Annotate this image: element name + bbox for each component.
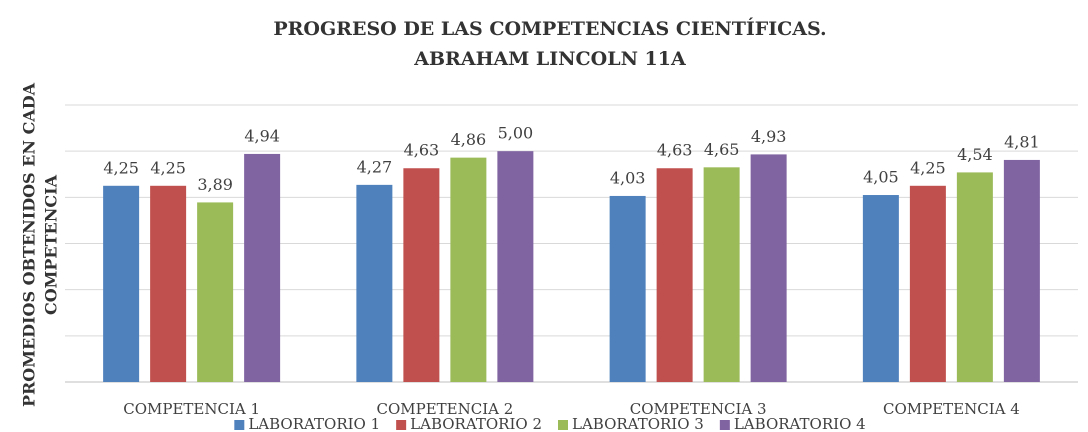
bar xyxy=(956,172,993,382)
data-label: 4,93 xyxy=(751,127,787,146)
bar xyxy=(656,168,693,382)
chart-title: PROGRESO DE LAS COMPETENCIAS CIENTÍFICAS… xyxy=(273,17,826,40)
data-label: 4,25 xyxy=(150,158,186,177)
legend-label: LABORATORIO 1 xyxy=(248,415,380,432)
legend-swatch xyxy=(396,420,407,430)
x-tick-label: COMPETENCIA 3 xyxy=(630,400,767,418)
bar xyxy=(703,167,740,382)
data-label: 4,94 xyxy=(244,126,280,145)
bar xyxy=(150,185,187,382)
bar xyxy=(1003,159,1040,382)
y-axis-label: COMPETENCIA xyxy=(42,174,61,315)
data-label: 4,25 xyxy=(103,158,139,177)
chart-title: ABRAHAM LINCOLN 11A xyxy=(413,48,686,70)
data-label: 4,05 xyxy=(863,168,899,187)
legend-label: LABORATORIO 2 xyxy=(410,415,542,432)
data-label: 3,89 xyxy=(197,175,233,194)
bar xyxy=(909,185,946,382)
y-axis-label: PROMEDIOS OBTENIDOS EN CADA xyxy=(20,82,39,407)
bar xyxy=(103,185,140,382)
legend-label: LABORATORIO 3 xyxy=(572,415,704,432)
bar xyxy=(450,157,487,382)
bar xyxy=(497,151,534,382)
data-label: 4,65 xyxy=(704,140,740,159)
x-tick-label: COMPETENCIA 2 xyxy=(376,400,513,418)
data-label: 4,27 xyxy=(357,157,393,176)
bar xyxy=(244,153,281,382)
bar xyxy=(862,195,899,382)
bar xyxy=(403,168,440,382)
legend-swatch xyxy=(558,420,568,430)
legend-label: LABORATORIO 4 xyxy=(734,415,866,432)
bar xyxy=(356,184,393,382)
data-label: 4,25 xyxy=(910,158,946,177)
data-label: 4,81 xyxy=(1004,132,1040,151)
data-label: 4,63 xyxy=(404,141,440,160)
legend-swatch xyxy=(719,420,730,430)
data-label: 4,54 xyxy=(957,145,993,164)
bar xyxy=(609,195,646,382)
x-tick-label: COMPETENCIA 1 xyxy=(123,400,260,418)
data-label: 4,86 xyxy=(451,130,487,149)
data-label: 5,00 xyxy=(498,124,534,143)
legend-swatch xyxy=(234,420,245,430)
data-label: 4,03 xyxy=(610,168,646,187)
x-tick-label: COMPETENCIA 4 xyxy=(883,400,1020,418)
bar xyxy=(197,202,234,382)
bar xyxy=(750,154,787,382)
data-label: 4,63 xyxy=(657,141,693,160)
